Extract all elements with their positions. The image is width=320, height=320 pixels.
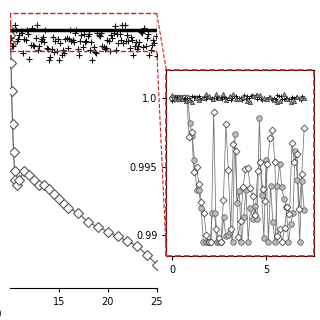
Bar (10, 13, 157, 51)
Bar (166, 70, 314, 256)
Text: ): ) (0, 308, 2, 320)
